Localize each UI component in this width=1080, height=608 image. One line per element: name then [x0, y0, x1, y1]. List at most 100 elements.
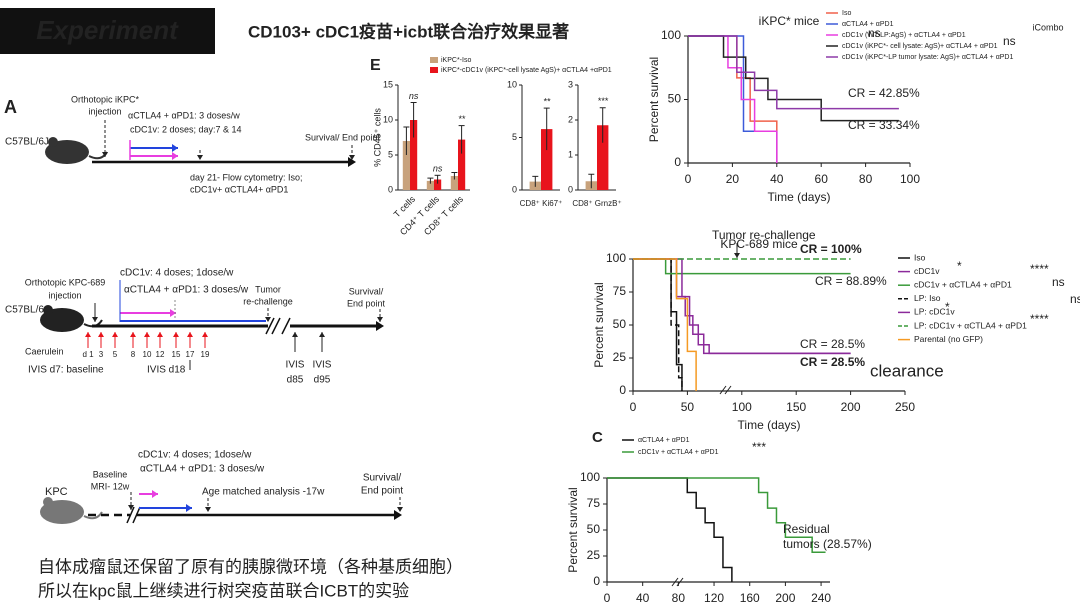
arrow-head	[98, 332, 104, 337]
y-tick-label: 100	[606, 251, 626, 265]
legend-label: Iso	[914, 252, 926, 262]
annotation: CR = 33.34%	[848, 118, 920, 132]
arrow-head	[112, 332, 118, 337]
chart-title: iKPC* mice	[759, 14, 820, 28]
y-tick-label: 75	[613, 284, 627, 298]
arrow-head	[144, 332, 150, 337]
mouse-icon	[43, 497, 53, 507]
annotation: ns	[1070, 292, 1080, 306]
survival-curve	[688, 35, 899, 110]
arrow-head	[172, 144, 178, 152]
day-label: 12	[156, 350, 165, 359]
arrow-head	[130, 332, 136, 337]
note: 自体成瘤鼠还保留了原有的胰腺微环境（各种基质细胞）	[38, 557, 463, 576]
baseline: Baseline	[93, 469, 128, 479]
x-axis-label: Time (days)	[768, 190, 831, 204]
injection: Orthotopic KPC-689	[25, 277, 106, 287]
y-tick-label: 0	[593, 574, 600, 588]
x-tick-label: 80	[672, 591, 686, 605]
y-tick-label: 0	[568, 184, 573, 194]
y-tick-label: 1	[568, 149, 573, 159]
significance: ***	[597, 96, 608, 106]
endpoint: Survival/ End point	[305, 132, 381, 142]
ivis: IVIS d18	[147, 365, 186, 376]
legend-label: cDC1v (WT-LP:AgS) + αCTLA4 + αPD1	[842, 32, 966, 39]
y-tick-label: 15	[383, 79, 393, 89]
endpoint: End point	[347, 298, 386, 308]
badge-text: Experiment	[36, 15, 179, 45]
day-label: d 1	[82, 350, 94, 359]
legend-label: cDC1v	[914, 266, 940, 276]
connector	[719, 385, 727, 395]
survival-curve	[633, 258, 851, 355]
ivis: d85	[287, 375, 304, 386]
bar	[410, 120, 418, 190]
logo: iCombo	[1032, 22, 1063, 32]
legend-label: Iso	[842, 10, 851, 17]
legend-label: LP: Iso	[914, 293, 941, 303]
annotation: *	[945, 300, 950, 314]
legend-label: αCTLA4 + αPD1	[638, 437, 690, 444]
day-label: 10	[143, 350, 152, 359]
bar	[458, 139, 466, 190]
survival-curve	[688, 35, 778, 163]
annotation: ns	[1003, 34, 1016, 48]
treatment: αCTLA4 + αPD1: 3 doses/w	[128, 110, 240, 120]
significance: ns	[433, 164, 443, 174]
x-tick-label: 240	[811, 591, 831, 605]
arrow-head	[397, 507, 403, 512]
arrow-head	[128, 505, 134, 510]
rechallenge: re-challenge	[243, 296, 293, 306]
x-tick-label: 0	[630, 400, 637, 414]
legend-label: LP: cDC1v	[914, 307, 955, 317]
injection: injection	[48, 290, 81, 300]
survival-curve	[688, 35, 778, 163]
annotation: ****	[1030, 312, 1049, 326]
bar	[541, 129, 553, 190]
annotation: *	[957, 259, 962, 273]
x-tick-label: 100	[900, 172, 920, 186]
overlay-text: clearance	[870, 361, 944, 380]
y-axis-label: Percent survival	[592, 282, 606, 367]
panel-label: C	[592, 429, 603, 446]
arrow-head	[197, 155, 203, 160]
treatment: cDC1v: 4 doses; 1dose/w	[120, 268, 234, 279]
rechallenge: Tumor	[255, 284, 281, 294]
day-label: 15	[172, 350, 181, 359]
mouse-icon	[43, 305, 53, 315]
baseline: MRI- 12w	[91, 481, 130, 491]
legend-label: cDC1v (iKPC*-LP tumor lysate: AgS)+ αCTL…	[842, 54, 1013, 61]
day-label: 19	[201, 350, 210, 359]
significance: ns	[409, 91, 419, 101]
y-tick-label: 0	[619, 383, 626, 397]
ivis: IVIS	[313, 360, 332, 371]
y-tick-label: 2	[568, 114, 573, 124]
annotation: Residual	[783, 522, 830, 536]
y-tick-label: 0	[674, 155, 681, 169]
arrow-head	[187, 332, 193, 337]
survival-curve	[688, 35, 778, 163]
legend-label: cDC1v + αCTLA4 + αPD1	[914, 279, 1012, 289]
connector	[132, 506, 141, 524]
annotation: CR = 42.85%	[848, 86, 920, 100]
arrow-head	[377, 317, 383, 322]
y-tick-label: 75	[587, 496, 601, 510]
caerulein: Caerulein	[25, 346, 64, 356]
x-tick-label: CD8⁺ Ki67⁺	[520, 199, 563, 208]
x-tick-label: 200	[775, 591, 795, 605]
y-tick-label: 50	[668, 92, 682, 106]
analysis: Age matched analysis -17w	[202, 487, 325, 498]
arrow-head	[202, 332, 208, 337]
x-tick-label: 0	[685, 172, 692, 186]
arrow-head	[376, 321, 384, 331]
annotation: ***	[752, 440, 766, 454]
y-tick-label: 5	[512, 132, 517, 142]
legend-label: cDC1v (iKPC*- cell lysate: AgS)+ αCTLA4 …	[842, 43, 998, 50]
x-tick-label: 200	[841, 400, 861, 414]
x-tick-label: CD8⁺ GrnzB⁺	[572, 199, 621, 208]
survival-curve	[633, 258, 697, 391]
mouse-icon	[48, 137, 58, 147]
legend-label: Parental (no GFP)	[914, 334, 983, 344]
endpoint: Survival/	[363, 473, 402, 484]
